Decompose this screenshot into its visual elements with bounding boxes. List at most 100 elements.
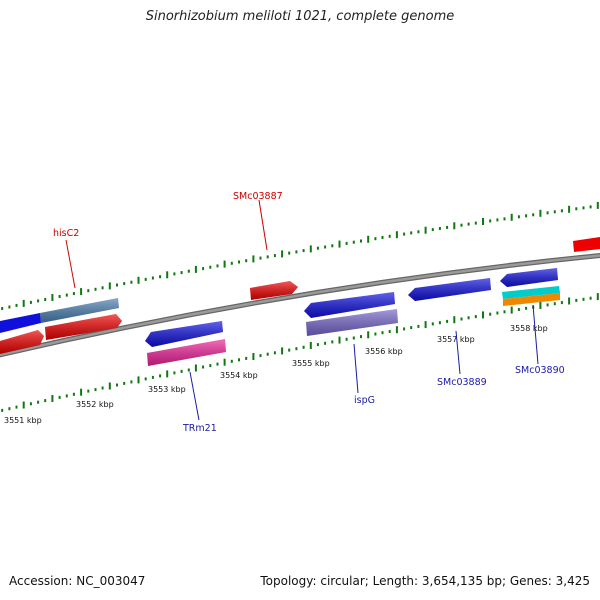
tick-mark	[596, 293, 599, 301]
gene-label-leaders	[65, 199, 539, 421]
tick-mark	[460, 223, 463, 227]
tick-mark	[209, 364, 212, 368]
feature-red-right-edge[interactable]	[573, 237, 600, 252]
tick-mark	[403, 232, 406, 236]
tick-mark	[230, 359, 233, 363]
features	[0, 237, 600, 366]
tick-mark	[338, 336, 341, 344]
tick-mark	[51, 294, 54, 301]
tick-mark	[438, 227, 441, 230]
tick-mark	[151, 375, 154, 379]
tick-mark	[202, 365, 205, 369]
tick-mark	[467, 316, 470, 320]
tick-mark	[517, 308, 520, 311]
tick-mark	[259, 354, 262, 358]
tick-mark	[202, 267, 205, 271]
tick-mark	[575, 298, 578, 302]
tick-mark	[216, 264, 219, 268]
tick-mark	[259, 256, 262, 260]
tick-mark	[101, 286, 104, 290]
tick-mark	[568, 205, 571, 213]
tick-mark	[180, 369, 183, 373]
feature-ispg-cds[interactable]	[304, 292, 395, 318]
tick-mark	[266, 352, 269, 356]
tick-mark	[37, 400, 40, 404]
tick-mark	[80, 288, 83, 296]
tick-mark	[560, 301, 563, 305]
tick-mark	[15, 303, 18, 307]
feature-smc03890-misc-a[interactable]	[502, 286, 560, 299]
tick-mark	[58, 395, 61, 399]
tick-mark	[108, 382, 111, 390]
tick-mark	[388, 330, 391, 333]
gene-label-smc03887: SMc03887	[233, 191, 283, 202]
tick-mark	[446, 319, 449, 323]
feature-smc03890-misc-b[interactable]	[503, 293, 560, 306]
tick-mark	[94, 287, 97, 291]
tick-mark	[37, 299, 40, 303]
tick-mark	[367, 235, 370, 243]
tick-mark	[546, 303, 549, 307]
tick-mark	[58, 295, 61, 298]
tick-mark	[223, 260, 226, 268]
tick-mark	[345, 337, 348, 341]
tick-mark	[525, 214, 528, 218]
tick-mark	[324, 341, 327, 345]
feature-blue-left[interactable]	[0, 313, 41, 333]
tick-mark	[295, 250, 298, 254]
tick-mark	[553, 210, 556, 214]
tick-mark	[144, 377, 147, 381]
feature-trm21-cds[interactable]	[145, 321, 223, 347]
feature-trm21-trna[interactable]	[147, 339, 226, 366]
tick-mark	[417, 324, 420, 328]
feature-red-left[interactable]	[0, 330, 44, 354]
scale-label-3551: 3551 kbp	[4, 416, 42, 425]
tick-mark	[360, 239, 362, 243]
tick-mark	[166, 271, 169, 279]
tick-mark	[8, 305, 11, 309]
tick-mark	[474, 315, 477, 319]
scale-label-3556: 3556 kbp	[365, 347, 403, 356]
tick-mark	[1, 408, 4, 412]
gene-labels: hisC2 SMc03887 TRm21 ispG SMc03889 SMc03…	[53, 191, 565, 434]
tick-mark	[295, 347, 298, 351]
tick-mark	[252, 255, 255, 263]
tick-mark	[438, 321, 441, 325]
feature-hisc2-gene[interactable]	[40, 298, 119, 323]
tick-mark	[482, 218, 484, 225]
feature-ispg-function[interactable]	[306, 309, 398, 336]
tick-mark	[539, 209, 542, 217]
tick-mark	[431, 228, 434, 232]
tick-mark	[245, 356, 248, 360]
gene-label-smc03889: SMc03889	[437, 377, 487, 388]
tick-mark	[431, 322, 434, 326]
tick-mark	[252, 353, 255, 360]
scale-label-3558: 3558 kbp	[510, 324, 548, 333]
tick-mark	[144, 277, 147, 281]
tick-mark	[273, 254, 276, 258]
tick-mark	[194, 265, 197, 273]
tick-mark	[395, 231, 398, 239]
tick-mark	[44, 298, 47, 301]
tick-mark	[381, 236, 384, 239]
tick-mark	[410, 326, 413, 330]
tick-mark	[403, 327, 406, 331]
tick-mark	[22, 401, 25, 409]
tick-mark	[230, 261, 233, 265]
feature-smc03890-cds[interactable]	[500, 268, 558, 287]
tick-mark	[324, 245, 327, 249]
tick-mark	[331, 244, 334, 248]
tick-mark	[130, 380, 133, 384]
feature-hisc2-cds[interactable]	[45, 314, 122, 340]
tick-mark	[309, 342, 312, 349]
tick-mark	[496, 311, 499, 315]
tick-mark	[194, 364, 197, 372]
tick-mark	[116, 283, 118, 287]
tick-mark	[173, 272, 176, 276]
tick-mark	[510, 213, 513, 221]
tick-mark	[223, 358, 226, 366]
tick-mark	[525, 306, 528, 310]
feature-smc03887[interactable]	[250, 281, 298, 300]
feature-smc03889-cds[interactable]	[408, 278, 491, 301]
